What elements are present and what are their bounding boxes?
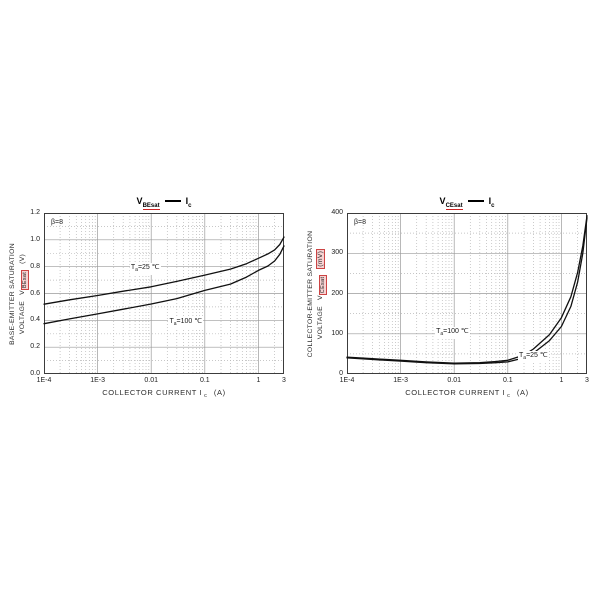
- x-tick-label: 1E-3: [393, 377, 408, 384]
- x-axis-label: COLLECTOR CURRENT I: [102, 388, 203, 397]
- y-tick-label: 0.6: [30, 289, 40, 297]
- curve-label-text: T: [169, 318, 174, 325]
- chart-vbesat: VBEsat Ic BASE-EMITTER SATURATION VOLTAGE…: [9, 196, 286, 399]
- x-axis-label-sub: c: [204, 393, 207, 399]
- chart-title: VBEsat Ic: [24, 196, 304, 210]
- title-symbol-sub: BEsat: [142, 203, 160, 210]
- x-axis-label: COLLECTOR CURRENT I: [405, 388, 506, 397]
- y-tick-label: 1.2: [30, 209, 40, 216]
- curve-label-text: T: [130, 263, 136, 271]
- curve-label-text: =25 ℃: [137, 263, 160, 271]
- y-axis-title-line1: COLLECTOR-EMITTER SATURATION: [307, 230, 314, 358]
- x-tick-label: 0.01: [447, 377, 462, 384]
- x-axis-label-sub: c: [507, 393, 510, 399]
- chart-title: VCEsat Ic: [327, 196, 600, 210]
- title-current: I: [185, 196, 189, 206]
- y-tick-label: 0.4: [30, 316, 40, 324]
- title-symbol-sub: CEsat: [445, 203, 463, 210]
- curve-label-text: T: [436, 327, 441, 335]
- x-tick-label: 3: [282, 377, 286, 384]
- curve-label: Ta=25 ℃: [518, 351, 549, 364]
- plot-area: [43, 213, 285, 374]
- y-tick-label: 0.2: [30, 343, 40, 351]
- x-tick-label: 1E-4: [36, 377, 52, 384]
- title-current: I: [488, 196, 492, 206]
- gridlines-minor: [44, 213, 284, 374]
- gridlines-major: [347, 213, 587, 374]
- curve-label-text: a: [135, 266, 138, 273]
- curve-label-text: =100 ℃: [176, 318, 203, 325]
- curve-25c: [43, 236, 285, 305]
- y-tick-label: 0.8: [30, 262, 40, 270]
- x-tick-label: 3: [585, 377, 589, 384]
- plot-area: [346, 213, 588, 374]
- title-symbol: V: [439, 196, 446, 206]
- x-axis-unit: (A): [516, 388, 529, 397]
- x-axis-unit: (A): [213, 388, 226, 397]
- curve-label-text: a: [523, 355, 527, 362]
- curve-100c: [346, 215, 588, 364]
- x-tick-label: 1E-4: [339, 377, 355, 384]
- title-symbol: V: [136, 196, 143, 206]
- title-current-sub: c: [188, 203, 192, 209]
- curve-label-text: a: [440, 330, 444, 337]
- curve-25c: [346, 217, 588, 365]
- dash-line: [164, 200, 181, 202]
- x-tick-label: 0.1: [199, 377, 210, 384]
- y-tick-label: 0.0: [30, 370, 40, 377]
- x-tick-label: 1: [559, 377, 564, 384]
- beta-label: β=8: [354, 219, 367, 226]
- x-tick-label: 1E-3: [90, 377, 105, 384]
- y-tick-label: 200: [331, 289, 343, 297]
- y-tick-label: 100: [331, 329, 343, 337]
- plot-frame: [44, 213, 284, 374]
- x-tick-label: 1: [256, 377, 261, 384]
- curve-label-text: =100 ℃: [443, 327, 469, 335]
- chart-vcesat: VCEsat Ic COLLECTOR-EMITTER SATURATION VO…: [307, 196, 589, 399]
- plot-frame: [347, 213, 587, 374]
- gridlines-minor: [347, 213, 587, 374]
- x-tick-label: 0.1: [502, 377, 513, 384]
- gridlines-major: [44, 213, 284, 374]
- y-tick-label: 0: [339, 370, 343, 377]
- curve-label-text: a: [173, 321, 177, 327]
- x-tick-label: 0.01: [144, 377, 159, 384]
- curve-label: Ta=100 ℃: [435, 326, 470, 339]
- y-tick-label: 400: [331, 209, 343, 216]
- curve-label: Ta=25 ℃: [129, 262, 161, 275]
- curve-label-text: =25 ℃: [526, 352, 548, 360]
- y-tick-label: 1.0: [30, 235, 40, 243]
- y-tick-label: 300: [331, 249, 343, 257]
- curve-label-text: T: [519, 352, 524, 360]
- curve-label: Ta=100 ℃: [168, 317, 204, 329]
- dash-line: [467, 200, 484, 202]
- beta-label: β=8: [51, 219, 64, 226]
- y-axis-symbol-sub: BEsat: [21, 269, 29, 291]
- title-current-sub: c: [491, 203, 495, 209]
- curve-100c: [43, 245, 285, 325]
